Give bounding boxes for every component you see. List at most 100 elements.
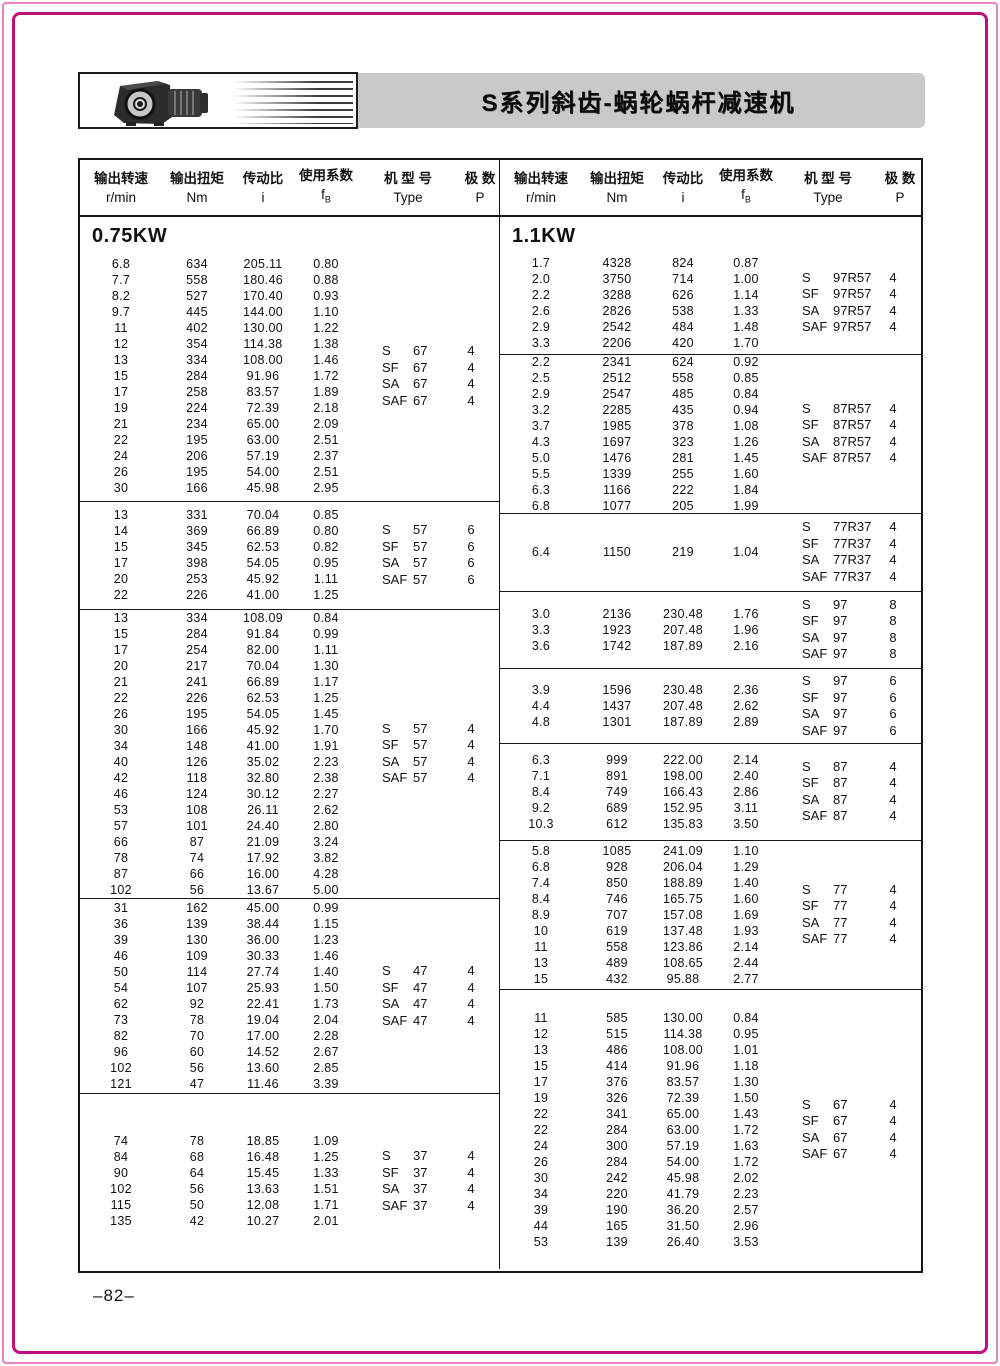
value-cell: 87 bbox=[113, 866, 129, 881]
table-row: 115 50 12.08 1.71 bbox=[80, 1197, 358, 1213]
value-cell: 2512 bbox=[602, 370, 632, 385]
value-cell: 40 bbox=[113, 754, 129, 769]
value-cell: 65.00 bbox=[246, 417, 280, 432]
value-cell: 619 bbox=[606, 923, 628, 938]
value-cell: 5.5 bbox=[531, 466, 551, 481]
value-cell: 54 bbox=[113, 981, 129, 996]
pole-count: 4 bbox=[889, 808, 897, 824]
type-model: 97R57 bbox=[833, 319, 872, 335]
value-cell: 118 bbox=[186, 770, 208, 785]
value-cell: 824 bbox=[672, 255, 694, 270]
value-cell: 928 bbox=[606, 859, 628, 874]
type-prefix: SA bbox=[802, 433, 820, 449]
value-cell: 34 bbox=[533, 1186, 549, 1201]
pole-count: 6 bbox=[467, 538, 475, 554]
header-speed: 输出转速 r/min bbox=[514, 170, 568, 205]
table-row: 13 334 108.00 1.46 bbox=[80, 352, 358, 368]
value-cell: 15 bbox=[533, 1058, 549, 1073]
type-row: S 47 4 bbox=[382, 963, 489, 980]
value-cell: 634 bbox=[186, 257, 208, 272]
table-row: 19 326 72.39 1.50 bbox=[500, 1090, 778, 1106]
value-cell: 4.28 bbox=[313, 866, 339, 881]
value-cell: 19 bbox=[533, 1090, 549, 1105]
value-cell: 2341 bbox=[602, 354, 632, 369]
type-row: SF 77R37 4 bbox=[802, 536, 911, 553]
table-row: 90 64 15.45 1.33 bbox=[80, 1165, 358, 1181]
value-cell: 3750 bbox=[602, 271, 632, 286]
value-cell: 195 bbox=[186, 465, 208, 480]
value-cell: 345 bbox=[186, 540, 208, 555]
value-cell: 255 bbox=[672, 466, 694, 481]
table-row: 7.4 850 188.89 1.40 bbox=[500, 875, 778, 891]
value-cell: 157.08 bbox=[662, 907, 704, 922]
value-cell: 326 bbox=[606, 1090, 628, 1105]
pole-count: 4 bbox=[889, 1129, 897, 1145]
spec-block: 6.4 1150 219 1.04 S 77R37 4 SF 77R37 4 SA 77R37 4 SAF… bbox=[500, 512, 921, 591]
value-cell: 558 bbox=[606, 939, 628, 954]
type-prefix: S bbox=[802, 1096, 811, 1112]
value-cell: 226 bbox=[186, 588, 208, 603]
table-row: 46 124 30.12 2.27 bbox=[80, 786, 358, 802]
value-cell: 139 bbox=[606, 1234, 628, 1249]
value-cell: 378 bbox=[672, 418, 694, 433]
type-prefix: SF bbox=[382, 1164, 399, 1180]
value-cell: 18.85 bbox=[246, 1134, 280, 1149]
value-cell: 281 bbox=[672, 450, 694, 465]
type-prefix: SAF bbox=[802, 1146, 828, 1162]
value-cell: 166 bbox=[186, 722, 208, 737]
value-cell: 1742 bbox=[602, 638, 632, 653]
value-cell: 2.62 bbox=[313, 802, 339, 817]
value-cell: 26 bbox=[533, 1154, 549, 1169]
value-cell: 121 bbox=[110, 1077, 132, 1092]
value-cell: 17 bbox=[113, 642, 129, 657]
value-cell: 341 bbox=[606, 1106, 628, 1121]
table-row: 3.2 2285 435 0.94 bbox=[500, 402, 778, 418]
pole-count: 8 bbox=[889, 613, 897, 629]
table-row: 6.8 1077 205 1.99 bbox=[500, 498, 778, 513]
value-cell: 57.19 bbox=[246, 449, 280, 464]
value-cell: 72.39 bbox=[666, 1090, 700, 1105]
value-cell: 47 bbox=[189, 1077, 205, 1092]
pole-count: 8 bbox=[889, 596, 897, 612]
value-cell: 30 bbox=[113, 722, 129, 737]
value-cell: 13 bbox=[113, 610, 129, 625]
value-cell: 2.95 bbox=[313, 481, 339, 496]
value-cell: 21 bbox=[113, 674, 129, 689]
table-row: 17 254 82.00 1.11 bbox=[80, 642, 358, 658]
value-cell: 538 bbox=[672, 303, 694, 318]
value-cell: 101 bbox=[186, 818, 208, 833]
value-cell: 62.53 bbox=[246, 690, 280, 705]
value-cell: 66.89 bbox=[246, 674, 280, 689]
value-cell: 148 bbox=[186, 738, 208, 753]
value-cell: 6.4 bbox=[531, 545, 551, 560]
value-cell: 39 bbox=[533, 1202, 549, 1217]
pole-count: 4 bbox=[889, 519, 897, 535]
type-list: S 67 4 SF 67 4 SA 67 4 SAF 67 4 bbox=[358, 252, 499, 501]
value-cell: 626 bbox=[672, 287, 694, 302]
type-row: SAF 97R57 4 bbox=[802, 319, 911, 336]
type-row: S 97R57 4 bbox=[802, 270, 911, 287]
header-type: 机 型 号 Type bbox=[383, 170, 432, 205]
value-cell: 2.18 bbox=[313, 401, 339, 416]
type-prefix: SF bbox=[802, 286, 819, 302]
type-list: S 67 4 SF 67 4 SA 67 4 SAF 67 4 bbox=[778, 990, 921, 1269]
type-prefix: SF bbox=[802, 898, 819, 914]
type-model: 67 bbox=[833, 1146, 848, 1162]
value-cell: 6.3 bbox=[531, 482, 551, 497]
value-cell: 16.48 bbox=[246, 1150, 280, 1165]
table-row: 53 108 26.11 2.62 bbox=[80, 802, 358, 818]
value-cell: 26.11 bbox=[247, 802, 279, 817]
value-cell: 234 bbox=[186, 417, 208, 432]
value-cell: 2.14 bbox=[733, 752, 759, 767]
type-prefix: SA bbox=[382, 996, 400, 1012]
value-cell: 66.89 bbox=[246, 524, 280, 539]
table-row: 39 130 36.00 1.23 bbox=[80, 932, 358, 948]
type-prefix: SA bbox=[382, 1181, 400, 1197]
value-cell: 165 bbox=[606, 1218, 628, 1233]
value-cell: 2.67 bbox=[313, 1045, 339, 1060]
value-cell: 108.09 bbox=[242, 610, 284, 625]
value-cell: 54.00 bbox=[666, 1154, 700, 1169]
type-list: S 87R57 4 SF 87R57 4 SA 87R57 4 SAF 87R57 4 bbox=[778, 355, 921, 513]
type-prefix: S bbox=[802, 519, 811, 535]
value-cell: 0.99 bbox=[313, 626, 339, 641]
